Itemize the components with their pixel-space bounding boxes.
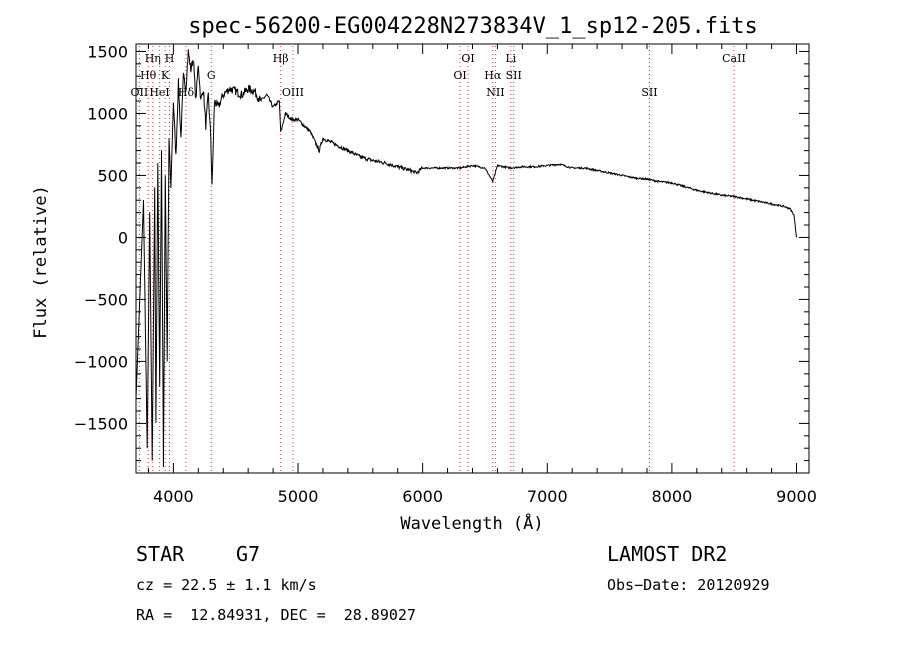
- marker-label: K: [161, 69, 170, 82]
- redshift-cz: cz = 22.5 ± 1.1 km/s: [136, 576, 317, 594]
- marker-label: HeI: [149, 86, 169, 99]
- obs-date: Obs−Date: 20120929: [607, 576, 770, 594]
- y-tick-label: −1500: [74, 414, 128, 433]
- marker-label: Hη: [145, 52, 161, 65]
- line-markers: OIIHθHηHeIKHHδGHβOIIIOIOIHαNIILiSIISIICa…: [131, 46, 746, 473]
- x-tick-label: 7000: [527, 487, 568, 506]
- marker-label: OII: [131, 86, 149, 99]
- x-axis-ticks: 4000 5000 6000 7000 8000 9000: [147, 44, 817, 506]
- y-tick-label: −500: [84, 290, 128, 309]
- chart-title: spec-56200-EG004228N273834V_1_sp12-205.f…: [188, 14, 758, 39]
- marker-label: Hβ: [273, 52, 289, 65]
- y-tick-label: 1000: [87, 104, 128, 123]
- marker-label: CaII: [722, 52, 746, 65]
- plot-frame: [135, 43, 810, 474]
- y-tick-label: 0: [118, 228, 128, 247]
- marker-label: NII: [486, 86, 504, 99]
- object-class: STAR: [136, 542, 185, 566]
- marker-label: SII: [506, 69, 522, 82]
- y-tick-label: 500: [97, 166, 128, 185]
- survey-name: LAMOST DR2: [607, 542, 728, 566]
- marker-label: SII: [641, 86, 657, 99]
- y-tick-label: −1000: [74, 352, 128, 371]
- object-subclass: G7: [236, 542, 261, 566]
- x-tick-label: 5000: [278, 487, 319, 506]
- coordinates: RA = 12.84931, DEC = 28.89027: [136, 606, 416, 624]
- y-tick-label: 1500: [87, 42, 128, 61]
- x-tick-label: 6000: [402, 487, 443, 506]
- marker-label: OI: [453, 69, 466, 82]
- x-axis-label: Wavelength (Å): [400, 512, 543, 534]
- marker-label: OIII: [282, 86, 304, 99]
- marker-label: Hθ: [140, 69, 157, 82]
- x-tick-label: 8000: [652, 487, 693, 506]
- y-axis-ticks: −1500 −1000 −500 0 500 1000 1500: [74, 42, 809, 462]
- marker-label: H: [165, 52, 175, 65]
- x-tick-label: 4000: [153, 487, 194, 506]
- marker-label: Hα: [484, 69, 502, 82]
- marker-label: OI: [461, 52, 474, 65]
- spectrum-line: [135, 49, 797, 468]
- marker-label: G: [207, 69, 216, 82]
- x-tick-label: 9000: [776, 487, 817, 506]
- y-axis-label: Flux (relative): [31, 185, 51, 339]
- marker-label: Li: [505, 52, 516, 65]
